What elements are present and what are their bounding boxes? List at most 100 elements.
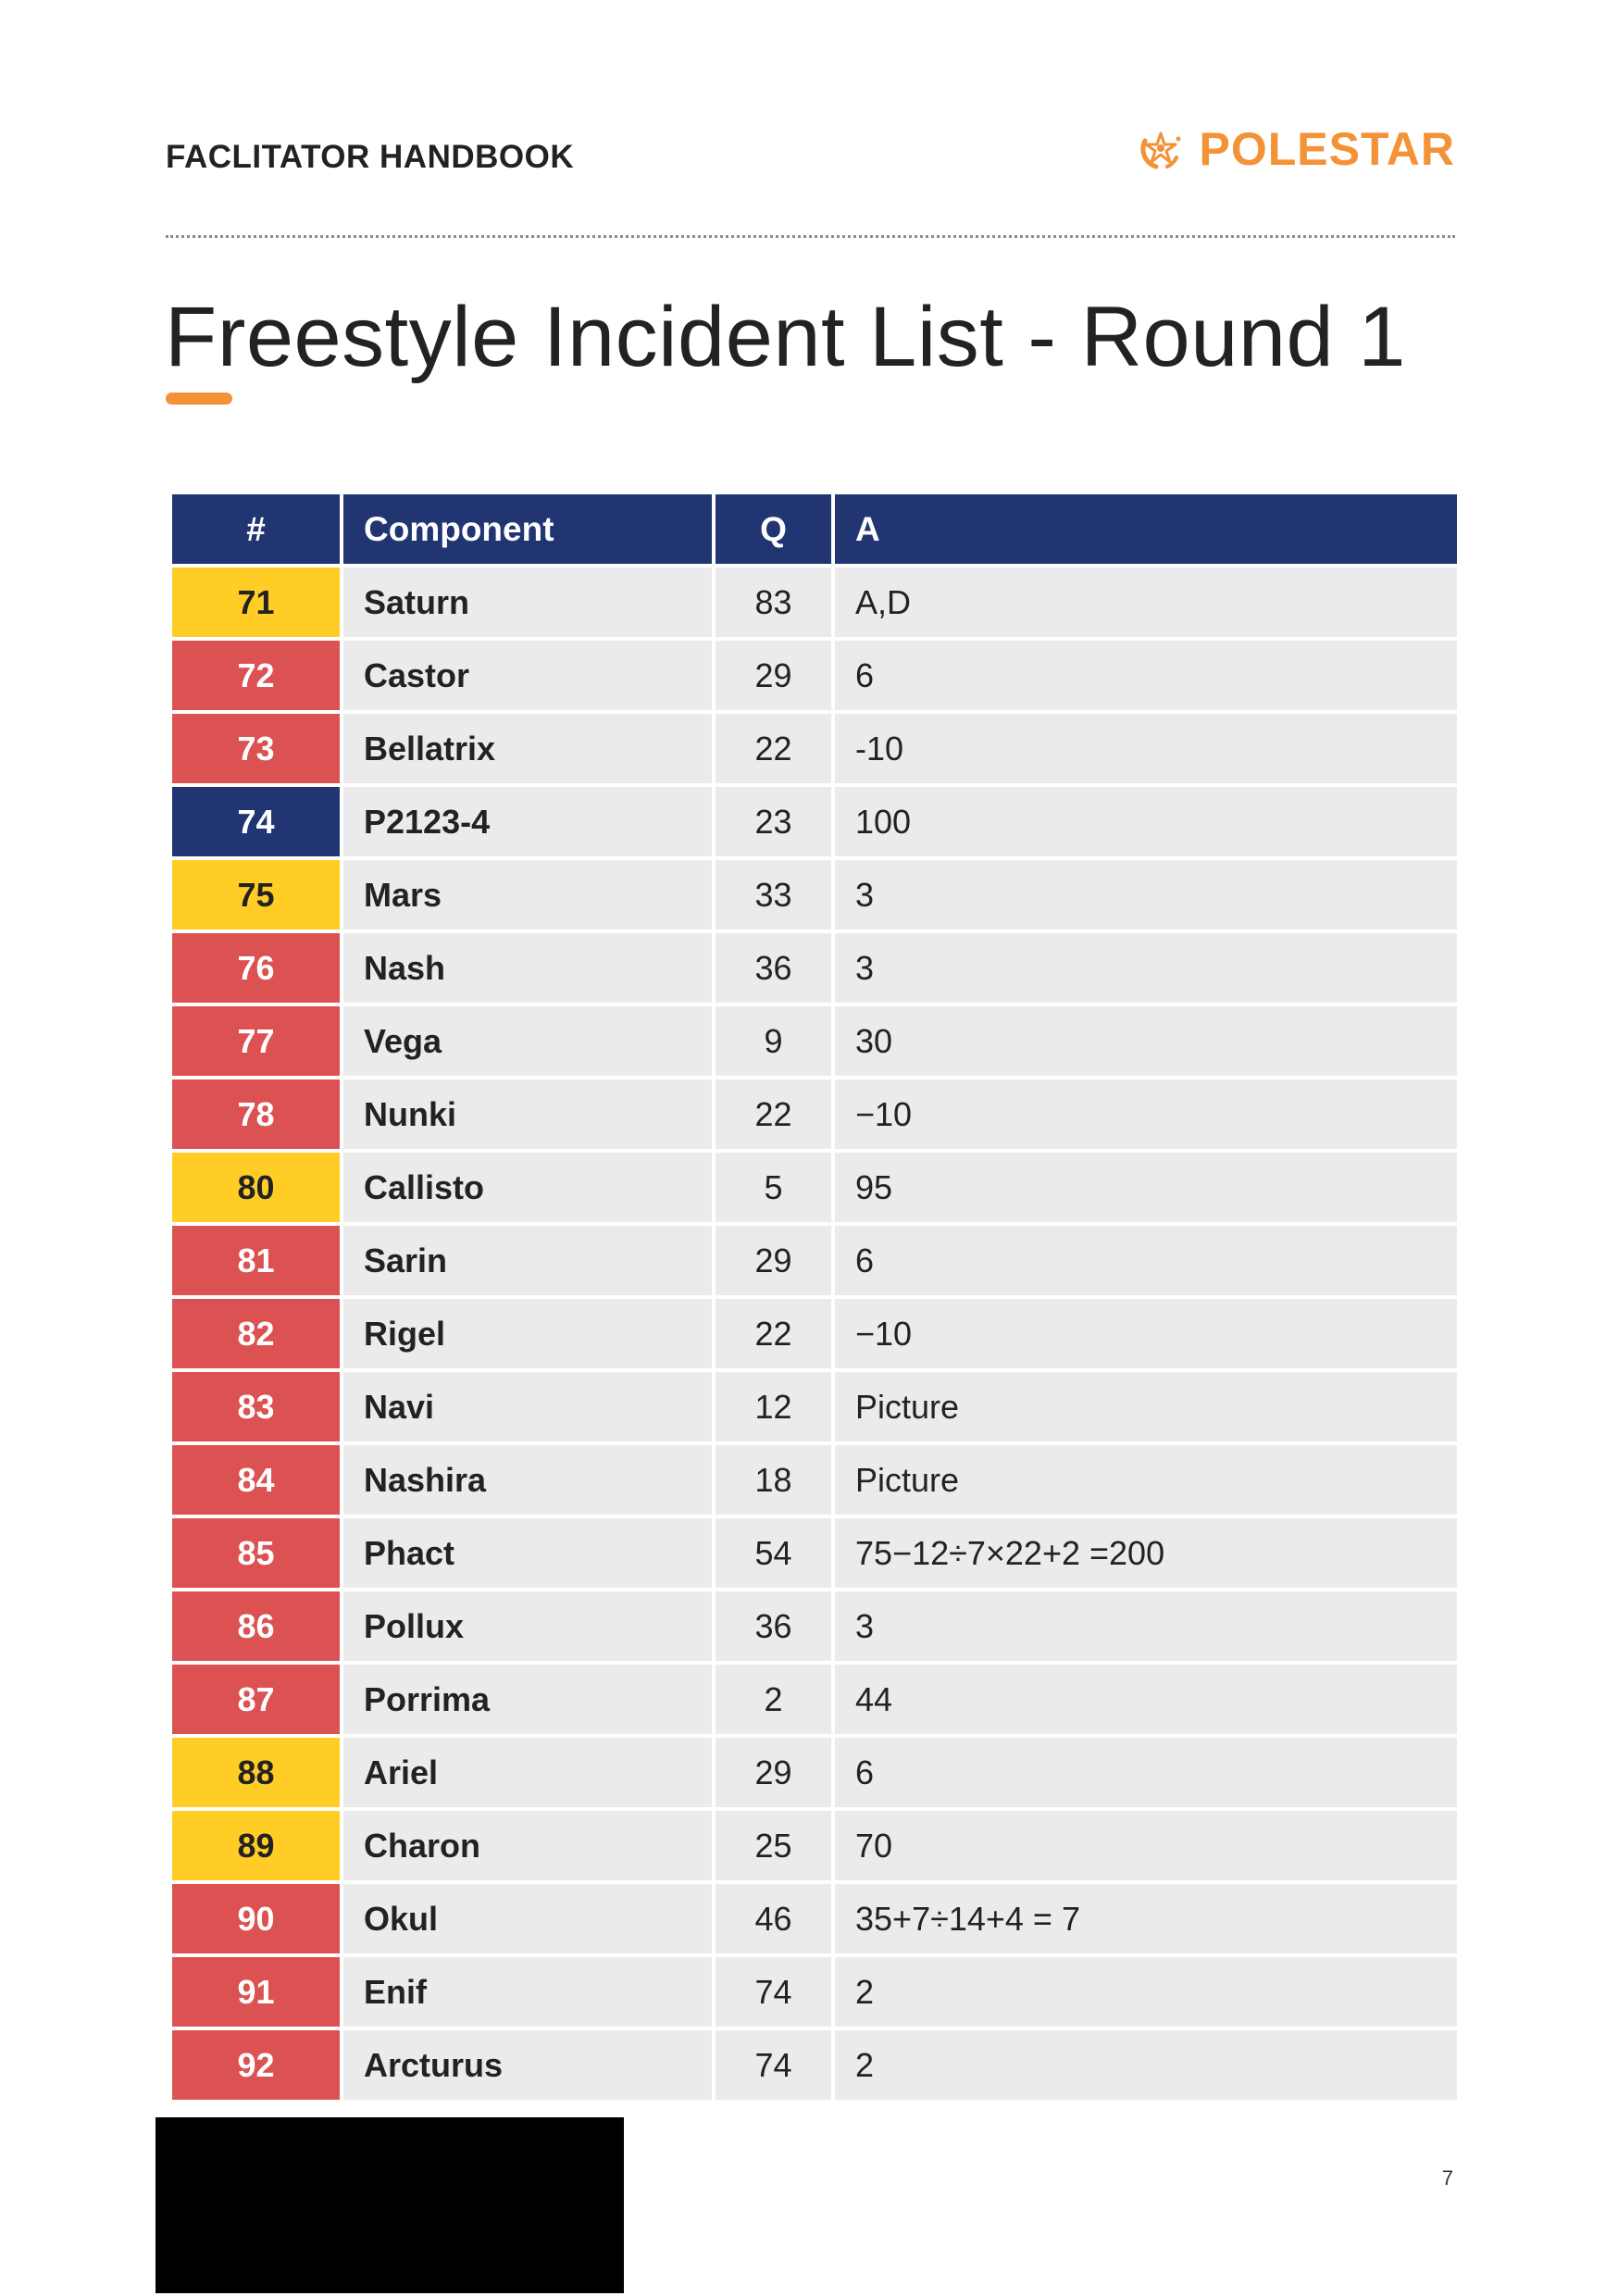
table-row: 82 Rigel 22 −10 <box>172 1299 1457 1368</box>
a-cell: 95 <box>835 1153 1457 1222</box>
number-cell: 86 <box>172 1591 340 1661</box>
q-cell: 36 <box>716 1591 831 1661</box>
number-cell: 81 <box>172 1226 340 1295</box>
q-cell: 9 <box>716 1006 831 1076</box>
number-cell: 71 <box>172 568 340 637</box>
q-cell: 22 <box>716 1079 831 1149</box>
a-cell: 70 <box>835 1811 1457 1880</box>
table-row: 74 P2123-4 23 100 <box>172 787 1457 856</box>
q-cell: 5 <box>716 1153 831 1222</box>
a-cell: Picture <box>835 1445 1457 1515</box>
page-title: Freestyle Incident List - Round 1 <box>165 290 1406 384</box>
component-cell: Pollux <box>343 1591 712 1661</box>
q-cell: 22 <box>716 714 831 783</box>
q-cell: 2 <box>716 1665 831 1734</box>
brand: POLESTAR <box>1136 122 1455 176</box>
a-cell: A,D <box>835 568 1457 637</box>
a-cell: −10 <box>835 1079 1457 1149</box>
a-cell: 100 <box>835 787 1457 856</box>
component-cell: Okul <box>343 1884 712 1953</box>
component-cell: Enif <box>343 1957 712 2027</box>
component-cell: Mars <box>343 860 712 930</box>
a-cell: 35+7÷14+4 = 7 <box>835 1884 1457 1953</box>
a-cell: 3 <box>835 933 1457 1003</box>
component-cell: Porrima <box>343 1665 712 1734</box>
header-divider <box>166 235 1455 238</box>
handbook-title: FACLITATOR HANDBOOK <box>166 139 575 175</box>
component-cell: P2123-4 <box>343 787 712 856</box>
number-cell: 91 <box>172 1957 340 2027</box>
a-cell: 3 <box>835 1591 1457 1661</box>
q-cell: 22 <box>716 1299 831 1368</box>
table-row: 87 Porrima 2 44 <box>172 1665 1457 1734</box>
page-number: 7 <box>1441 2166 1453 2190</box>
number-cell: 77 <box>172 1006 340 1076</box>
number-cell: 82 <box>172 1299 340 1368</box>
table-row: 77 Vega 9 30 <box>172 1006 1457 1076</box>
number-cell: 73 <box>172 714 340 783</box>
a-cell: 6 <box>835 641 1457 710</box>
number-cell: 80 <box>172 1153 340 1222</box>
number-cell: 90 <box>172 1884 340 1953</box>
column-header-component: Component <box>343 494 712 564</box>
column-header-q: Q <box>716 494 831 564</box>
table-row: 83 Navi 12 Picture <box>172 1372 1457 1441</box>
redaction-box <box>156 2117 624 2293</box>
number-cell: 84 <box>172 1445 340 1515</box>
table-row: 73 Bellatrix 22 -10 <box>172 714 1457 783</box>
table-row: 85 Phact 54 75−12÷7×22+2 =200 <box>172 1518 1457 1588</box>
incident-table: # Component Q A 71 Saturn 83 A,D 72 Castor 29 6… <box>168 491 1461 2103</box>
component-cell: Navi <box>343 1372 712 1441</box>
q-cell: 25 <box>716 1811 831 1880</box>
table-row: 80 Callisto 5 95 <box>172 1153 1457 1222</box>
number-cell: 88 <box>172 1738 340 1807</box>
table-row: 72 Castor 29 6 <box>172 641 1457 710</box>
q-cell: 74 <box>716 1957 831 2027</box>
a-cell: 6 <box>835 1226 1457 1295</box>
q-cell: 23 <box>716 787 831 856</box>
table-row: 89 Charon 25 70 <box>172 1811 1457 1880</box>
a-cell: -10 <box>835 714 1457 783</box>
table-row: 91 Enif 74 2 <box>172 1957 1457 2027</box>
number-cell: 85 <box>172 1518 340 1588</box>
component-cell: Castor <box>343 641 712 710</box>
table-row: 75 Mars 33 3 <box>172 860 1457 930</box>
a-cell: 2 <box>835 2030 1457 2100</box>
number-cell: 89 <box>172 1811 340 1880</box>
a-cell: 2 <box>835 1957 1457 2027</box>
polestar-logo-icon <box>1140 131 1181 169</box>
component-cell: Phact <box>343 1518 712 1588</box>
q-cell: 29 <box>716 1226 831 1295</box>
number-cell: 74 <box>172 787 340 856</box>
component-cell: Nash <box>343 933 712 1003</box>
number-cell: 87 <box>172 1665 340 1734</box>
a-cell: 6 <box>835 1738 1457 1807</box>
a-cell: 30 <box>835 1006 1457 1076</box>
q-cell: 12 <box>716 1372 831 1441</box>
q-cell: 29 <box>716 641 831 710</box>
table-row: 90 Okul 46 35+7÷14+4 = 7 <box>172 1884 1457 1953</box>
table-header-row: # Component Q A <box>172 494 1457 564</box>
number-cell: 76 <box>172 933 340 1003</box>
component-cell: Bellatrix <box>343 714 712 783</box>
q-cell: 83 <box>716 568 831 637</box>
component-cell: Nashira <box>343 1445 712 1515</box>
a-cell: 75−12÷7×22+2 =200 <box>835 1518 1457 1588</box>
a-cell: Picture <box>835 1372 1457 1441</box>
brand-name: POLESTAR <box>1199 123 1455 175</box>
component-cell: Sarin <box>343 1226 712 1295</box>
q-cell: 46 <box>716 1884 831 1953</box>
table-row: 86 Pollux 36 3 <box>172 1591 1457 1661</box>
table-row: 78 Nunki 22 −10 <box>172 1079 1457 1149</box>
a-cell: −10 <box>835 1299 1457 1368</box>
q-cell: 33 <box>716 860 831 930</box>
q-cell: 18 <box>716 1445 831 1515</box>
q-cell: 29 <box>716 1738 831 1807</box>
component-cell: Ariel <box>343 1738 712 1807</box>
number-cell: 72 <box>172 641 340 710</box>
table-row: 92 Arcturus 74 2 <box>172 2030 1457 2100</box>
q-cell: 36 <box>716 933 831 1003</box>
table-row: 84 Nashira 18 Picture <box>172 1445 1457 1515</box>
a-cell: 3 <box>835 860 1457 930</box>
component-cell: Vega <box>343 1006 712 1076</box>
